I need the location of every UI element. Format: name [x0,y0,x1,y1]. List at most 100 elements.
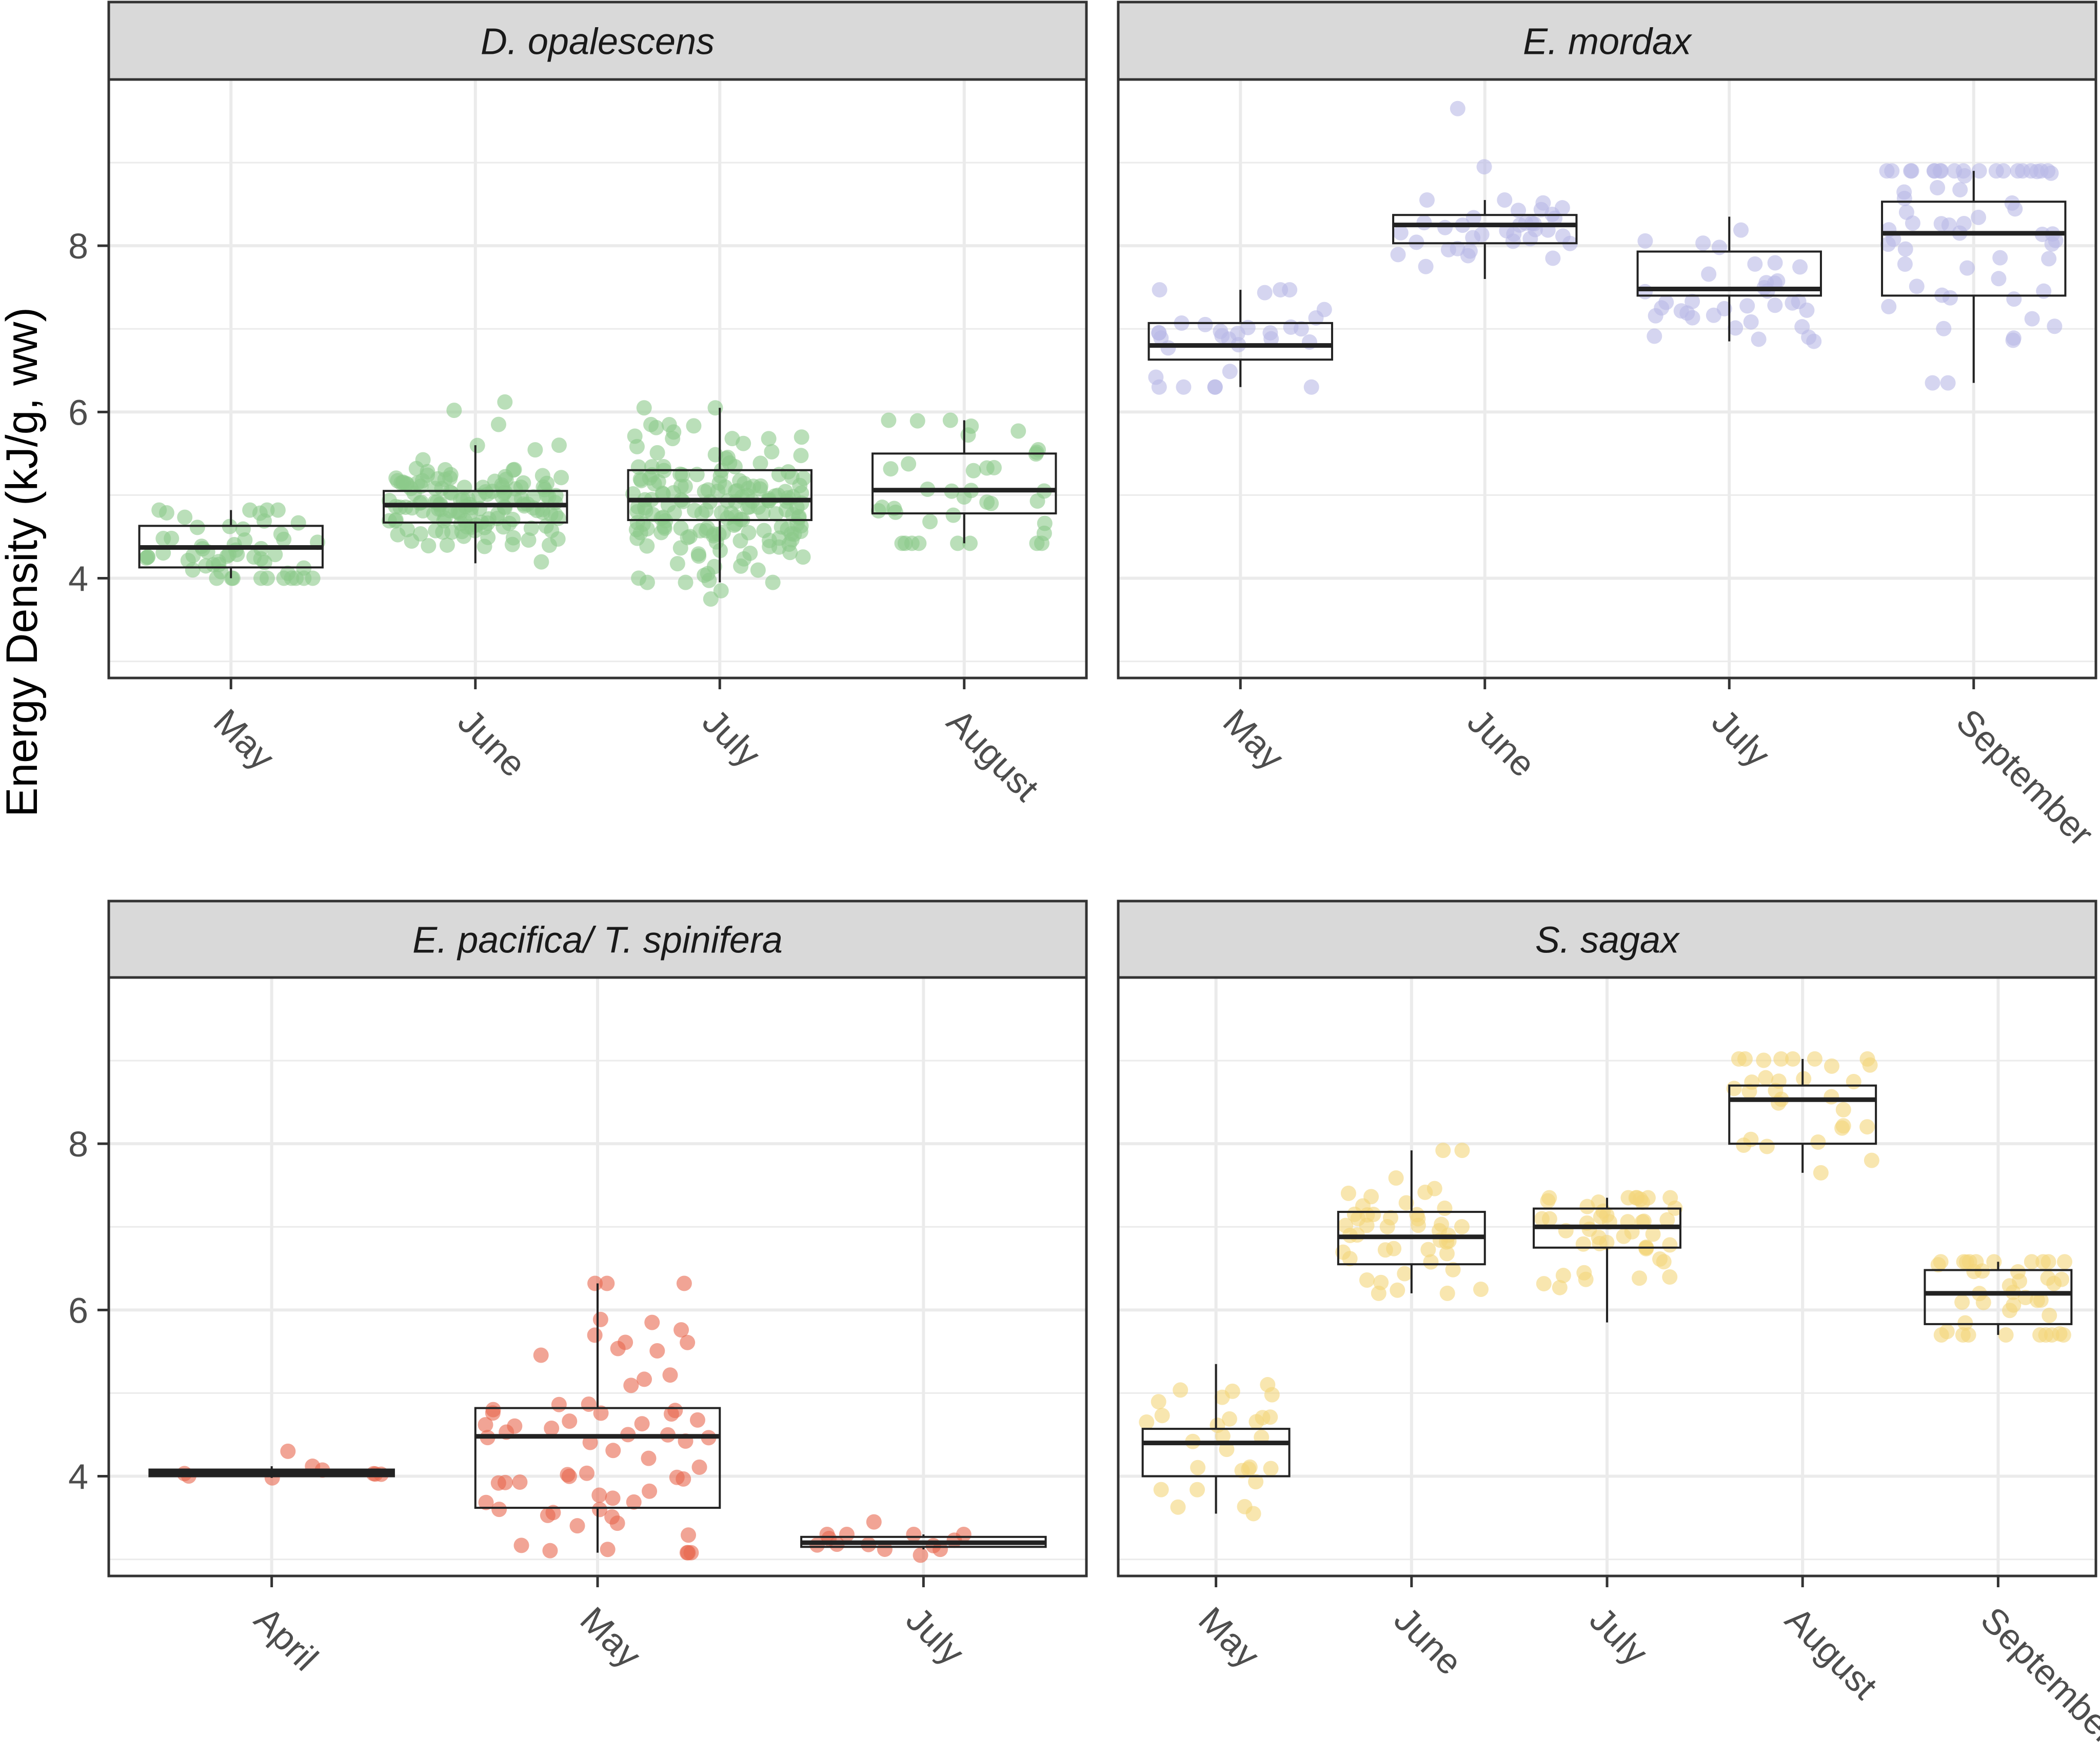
data-point [1420,1242,1436,1257]
data-point [1248,1474,1264,1490]
data-point [610,1341,626,1356]
data-point [513,1538,529,1553]
data-point [1439,1246,1455,1262]
data-point [1881,298,1897,314]
data-point [1926,163,1942,179]
data-point [682,529,698,545]
data-point [1355,1198,1371,1214]
data-point [691,1459,707,1475]
data-point [1801,329,1817,345]
data-point [1909,278,1925,294]
data-point [569,1518,585,1534]
data-point [1552,1280,1568,1295]
y-axis-title: Energy Density (kJ/g, ww) [0,307,47,817]
data-point [665,431,681,447]
data-point [756,523,772,538]
data-point [1371,1285,1386,1301]
data-point [1637,284,1653,300]
x-tick-label: September [1949,701,2100,853]
y-tick-label: 8 [68,1124,88,1164]
data-point [1846,1074,1861,1090]
data-point [1792,259,1808,275]
data-point [561,1468,577,1484]
box-september [1924,1262,2073,1335]
data-point [1971,163,1987,179]
x-tick-label: May [1216,701,1292,777]
data-point [1959,260,1975,276]
outlier-point [1476,159,1492,175]
data-point [641,1450,657,1466]
data-point [643,416,659,432]
data-point [2010,1264,2026,1280]
data-point [605,1443,621,1459]
data-point [623,1377,639,1393]
data-point [1390,1282,1405,1298]
data-point [1971,209,1987,225]
data-point [649,445,665,461]
x-tick-label: May [206,701,283,777]
box-july [1636,216,1822,342]
data-point [1303,379,1319,395]
data-point [1419,192,1435,208]
data-point [906,1526,922,1542]
data-point [1350,1211,1366,1227]
x-tick-label: July [1582,1599,1655,1672]
data-point [887,504,903,520]
data-point [883,461,899,477]
data-point [1662,1269,1678,1285]
data-point [551,1396,567,1412]
facet-title: D. opalescens [481,22,715,63]
data-point [1397,1266,1413,1282]
data-point [655,509,671,525]
data-point [498,471,514,487]
data-point [1273,282,1289,298]
data-point [1695,235,1711,251]
data-point [428,523,444,538]
data-point [2040,1254,2056,1270]
data-point [1473,1282,1489,1297]
data-point [750,562,766,578]
data-point [1897,241,1913,257]
data-point [1160,340,1176,356]
points-august [870,412,1053,551]
data-point [1673,303,1689,319]
data-point [1219,1442,1235,1457]
data-point [662,1367,678,1383]
data-point [1880,236,1896,252]
data-point [2033,1292,2049,1308]
data-point [642,1483,658,1499]
box-september [1881,171,2067,383]
data-point [1897,256,1913,272]
data-point [1864,1152,1879,1168]
data-point [1153,1482,1169,1498]
data-point [1656,1254,1672,1270]
y-tick-label: 6 [68,1290,88,1330]
data-point [2024,311,2040,327]
data-point [1417,1184,1433,1200]
data-point [485,1402,501,1417]
data-point [690,546,706,562]
data-point [1245,1506,1261,1522]
data-point [625,486,641,502]
data-point [1933,1254,1949,1270]
data-point [636,400,652,416]
data-point [784,532,800,548]
data-point [706,558,722,574]
data-point [911,535,927,551]
data-point [505,530,521,546]
box-july [800,1534,1047,1550]
points-may [478,1275,717,1561]
data-point [1221,331,1237,347]
data-point [527,442,543,458]
data-point [942,412,958,428]
points-september [1930,1254,2073,1343]
data-point [1835,1102,1851,1117]
panel-border [1117,78,2097,680]
data-point [442,470,458,486]
data-point [963,418,979,434]
iqr-box [1636,250,1822,297]
data-point [669,556,685,572]
facet-strip [107,1,1088,81]
data-point [1545,250,1561,266]
data-point [1936,321,1952,336]
